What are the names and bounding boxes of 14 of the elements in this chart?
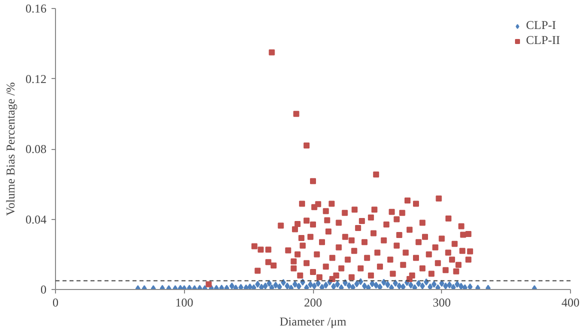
x-tick-label: 200: [304, 296, 322, 310]
x-axis-title: Diameter /μm: [280, 314, 348, 328]
y-tick-label: 0.04: [26, 212, 46, 226]
legend-label: CLP-I: [526, 18, 556, 33]
x-tick-label: 0: [52, 296, 58, 310]
y-axis-title: Volume Bias Percentage /%: [4, 82, 18, 216]
y-tick-label: 0.16: [26, 2, 46, 16]
x-tick-label: 400: [562, 296, 580, 310]
x-tick-label: 100: [175, 296, 194, 310]
x-tick-label: 300: [432, 296, 451, 310]
y-tick-label: 0.08: [26, 142, 46, 156]
y-tick-label: 0.12: [26, 72, 46, 86]
y-tick-label: 0: [40, 282, 46, 296]
legend-label: CLP-II: [526, 33, 560, 48]
